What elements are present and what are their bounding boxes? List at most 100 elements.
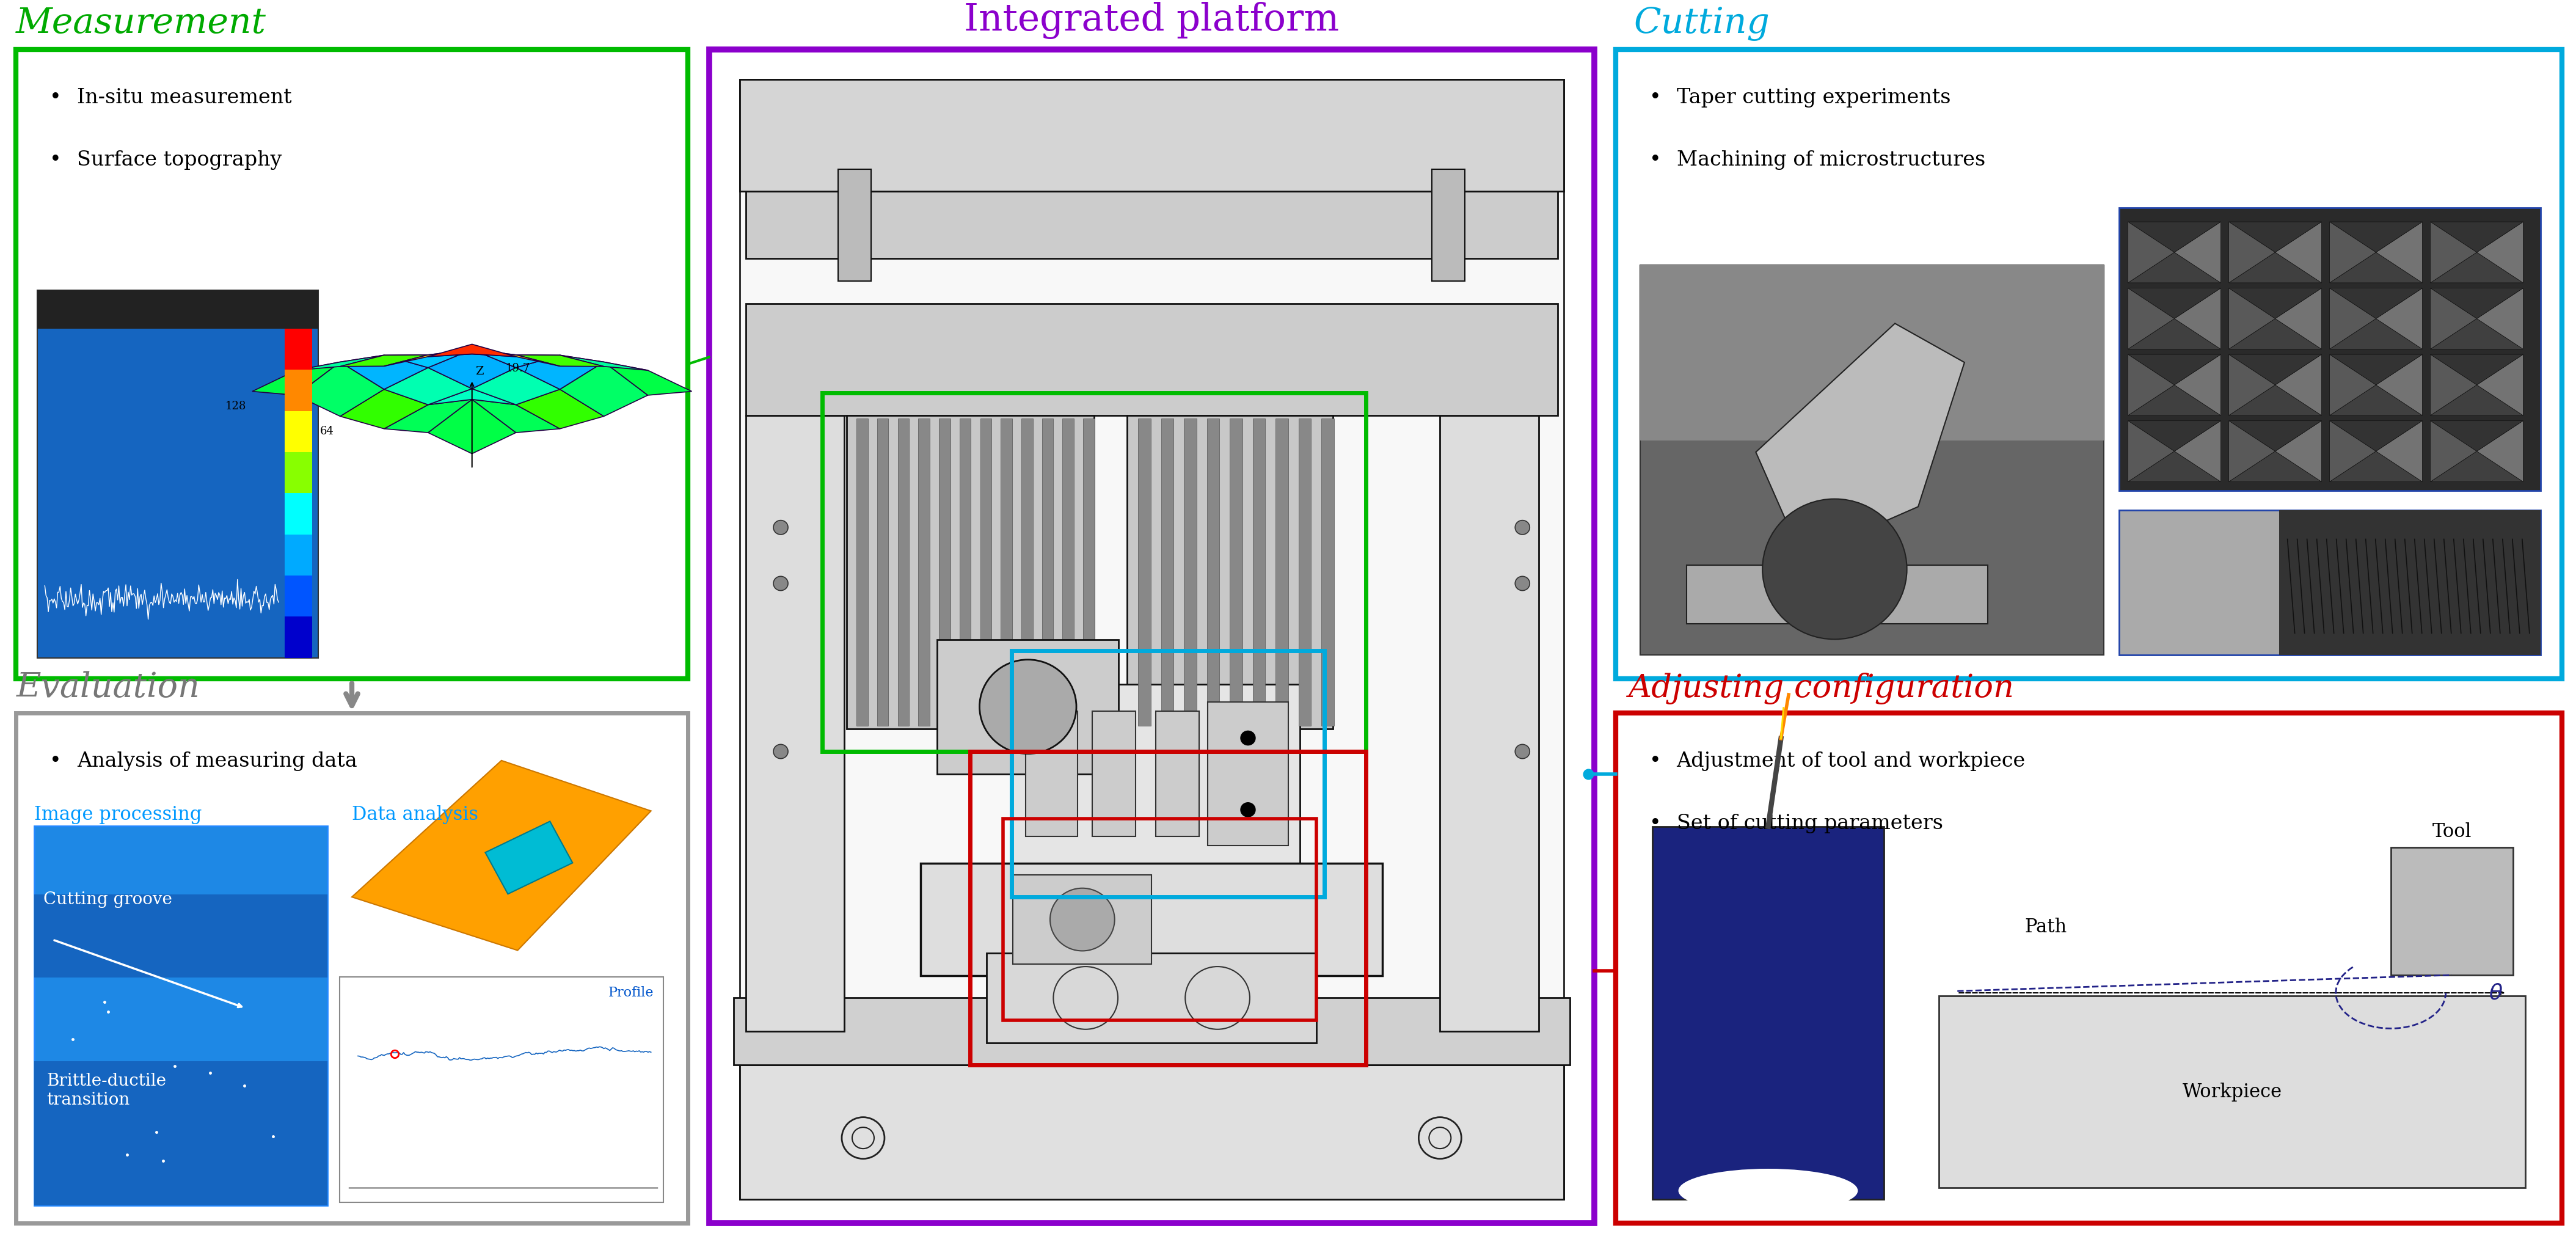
Polygon shape (296, 356, 384, 370)
Polygon shape (428, 389, 515, 405)
Polygon shape (296, 362, 384, 416)
Bar (1252, 419, 1265, 726)
Text: Profile: Profile (608, 986, 654, 1000)
Bar (15, 712, 688, 1223)
Bar (920, 864, 1383, 975)
Bar (958, 419, 971, 726)
Polygon shape (252, 362, 340, 395)
Ellipse shape (1680, 1168, 1857, 1213)
Text: Integrated platform: Integrated platform (963, 1, 1340, 38)
Circle shape (1515, 745, 1530, 758)
Bar (1002, 819, 1316, 1021)
Bar (286, 576, 312, 617)
Text: 19.7: 19.7 (505, 363, 531, 374)
Bar (1025, 711, 1077, 836)
Bar (2120, 208, 2540, 491)
Polygon shape (2228, 421, 2275, 482)
Polygon shape (2329, 253, 2421, 282)
Polygon shape (2429, 451, 2522, 482)
Bar (739, 79, 1564, 1199)
Polygon shape (2476, 354, 2522, 415)
Polygon shape (559, 356, 647, 370)
Polygon shape (2228, 289, 2321, 318)
Polygon shape (2429, 222, 2522, 253)
Polygon shape (2128, 253, 2221, 282)
Text: Adjusting configuration: Adjusting configuration (1628, 673, 2014, 704)
Polygon shape (603, 362, 693, 395)
Polygon shape (340, 389, 428, 429)
Bar (1162, 419, 1175, 726)
Text: Set of cutting parameters: Set of cutting parameters (1677, 814, 1942, 834)
Text: Machining of microstructures: Machining of microstructures (1677, 150, 1986, 170)
Circle shape (773, 745, 788, 758)
Text: •: • (49, 150, 62, 170)
Polygon shape (2429, 421, 2476, 482)
Polygon shape (2329, 354, 2375, 415)
Polygon shape (2375, 289, 2421, 349)
Text: Analysis of measuring data: Analysis of measuring data (77, 752, 358, 771)
Bar (1139, 419, 1151, 726)
Bar (1061, 419, 1074, 726)
Bar (15, 50, 688, 679)
Polygon shape (2128, 318, 2221, 349)
Polygon shape (2174, 354, 2221, 415)
Text: Surface topography: Surface topography (77, 150, 281, 170)
Text: Image processing: Image processing (33, 805, 201, 824)
Bar (1687, 565, 1989, 623)
Bar (744, 415, 845, 1032)
Bar (1012, 650, 1324, 897)
Bar (286, 452, 312, 493)
Text: 128: 128 (224, 401, 247, 413)
Polygon shape (2329, 354, 2421, 385)
Polygon shape (2275, 421, 2321, 482)
Polygon shape (2429, 222, 2476, 282)
Bar (734, 997, 1569, 1066)
Text: Data analysis: Data analysis (353, 805, 479, 824)
Polygon shape (2329, 421, 2375, 482)
Polygon shape (353, 761, 652, 950)
Bar (340, 978, 662, 1203)
Polygon shape (2228, 222, 2275, 282)
Polygon shape (515, 356, 603, 389)
Polygon shape (428, 349, 515, 389)
Polygon shape (2128, 222, 2221, 253)
Bar (33, 895, 327, 978)
Polygon shape (2128, 354, 2174, 415)
Polygon shape (2275, 289, 2321, 349)
Bar (999, 419, 1012, 726)
Bar (837, 169, 871, 281)
Polygon shape (2228, 385, 2321, 415)
Polygon shape (2228, 318, 2321, 349)
Bar (1208, 419, 1218, 726)
Text: Cutting groove: Cutting groove (44, 891, 173, 908)
Bar (1298, 419, 1311, 726)
Bar (2391, 847, 2512, 975)
Text: Cutting: Cutting (1633, 6, 1770, 41)
Polygon shape (2329, 318, 2421, 349)
Bar (1641, 265, 2105, 440)
Polygon shape (2228, 289, 2275, 349)
Polygon shape (515, 354, 603, 367)
Polygon shape (471, 399, 559, 432)
Polygon shape (2329, 289, 2421, 318)
Bar (1126, 415, 1332, 729)
Bar (739, 79, 1564, 191)
Polygon shape (2429, 354, 2522, 385)
Text: Z: Z (474, 366, 484, 377)
Polygon shape (2275, 354, 2321, 415)
Bar (1615, 50, 2561, 679)
Bar (286, 411, 312, 452)
Polygon shape (2476, 222, 2522, 282)
Polygon shape (471, 354, 559, 367)
Text: Path: Path (2025, 918, 2066, 937)
Polygon shape (2174, 421, 2221, 482)
Bar (739, 1066, 1564, 1199)
Bar (286, 534, 312, 576)
Circle shape (1242, 803, 1255, 817)
Polygon shape (2275, 222, 2321, 282)
Polygon shape (2174, 222, 2221, 282)
Bar (1641, 265, 2105, 655)
Polygon shape (2128, 222, 2174, 282)
Bar (2280, 510, 2540, 655)
Polygon shape (384, 368, 471, 405)
